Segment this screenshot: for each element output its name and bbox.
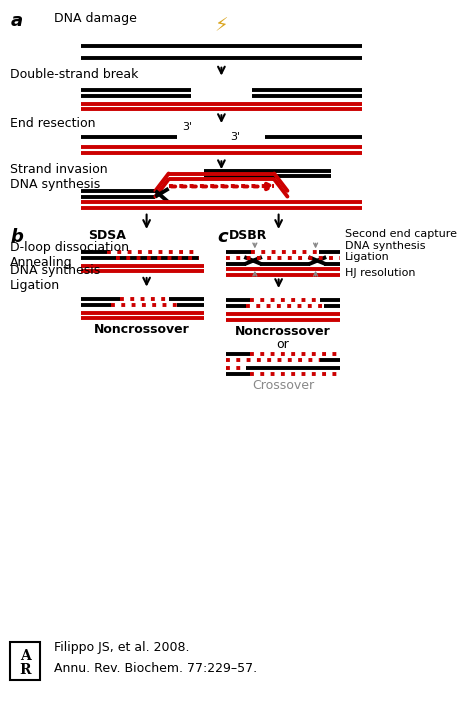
FancyBboxPatch shape bbox=[10, 643, 40, 680]
Text: End resection: End resection bbox=[10, 116, 96, 129]
Text: a: a bbox=[10, 12, 22, 30]
Text: Second end capture
DNA synthesis
Ligation: Second end capture DNA synthesis Ligatio… bbox=[345, 229, 456, 262]
Text: Annu. Rev. Biochem. 77:229–57.: Annu. Rev. Biochem. 77:229–57. bbox=[54, 662, 257, 675]
Text: SDSA: SDSA bbox=[88, 229, 126, 242]
Text: DNA damage: DNA damage bbox=[54, 12, 137, 25]
Text: Double-strand break: Double-strand break bbox=[10, 68, 138, 81]
Text: A: A bbox=[20, 649, 30, 663]
Text: Noncrossover: Noncrossover bbox=[235, 325, 331, 338]
Text: Strand invasion
DNA synthesis: Strand invasion DNA synthesis bbox=[10, 163, 108, 191]
Text: b: b bbox=[10, 228, 23, 247]
Text: c: c bbox=[217, 228, 228, 247]
Text: HJ resolution: HJ resolution bbox=[345, 268, 415, 278]
Text: 3': 3' bbox=[230, 132, 240, 142]
Text: DSBR: DSBR bbox=[228, 229, 267, 242]
Text: Filippo JS, et al. 2008.: Filippo JS, et al. 2008. bbox=[54, 641, 190, 654]
Text: 3': 3' bbox=[182, 122, 192, 132]
Text: Crossover: Crossover bbox=[252, 379, 314, 392]
Text: or: or bbox=[277, 338, 290, 351]
Text: DNA synthesis
Ligation: DNA synthesis Ligation bbox=[10, 265, 100, 292]
Text: R: R bbox=[19, 664, 31, 677]
Text: ⚡: ⚡ bbox=[215, 16, 228, 35]
Text: D-loop dissociation
Annealing: D-loop dissociation Annealing bbox=[10, 241, 129, 268]
Text: Noncrossover: Noncrossover bbox=[94, 323, 190, 336]
